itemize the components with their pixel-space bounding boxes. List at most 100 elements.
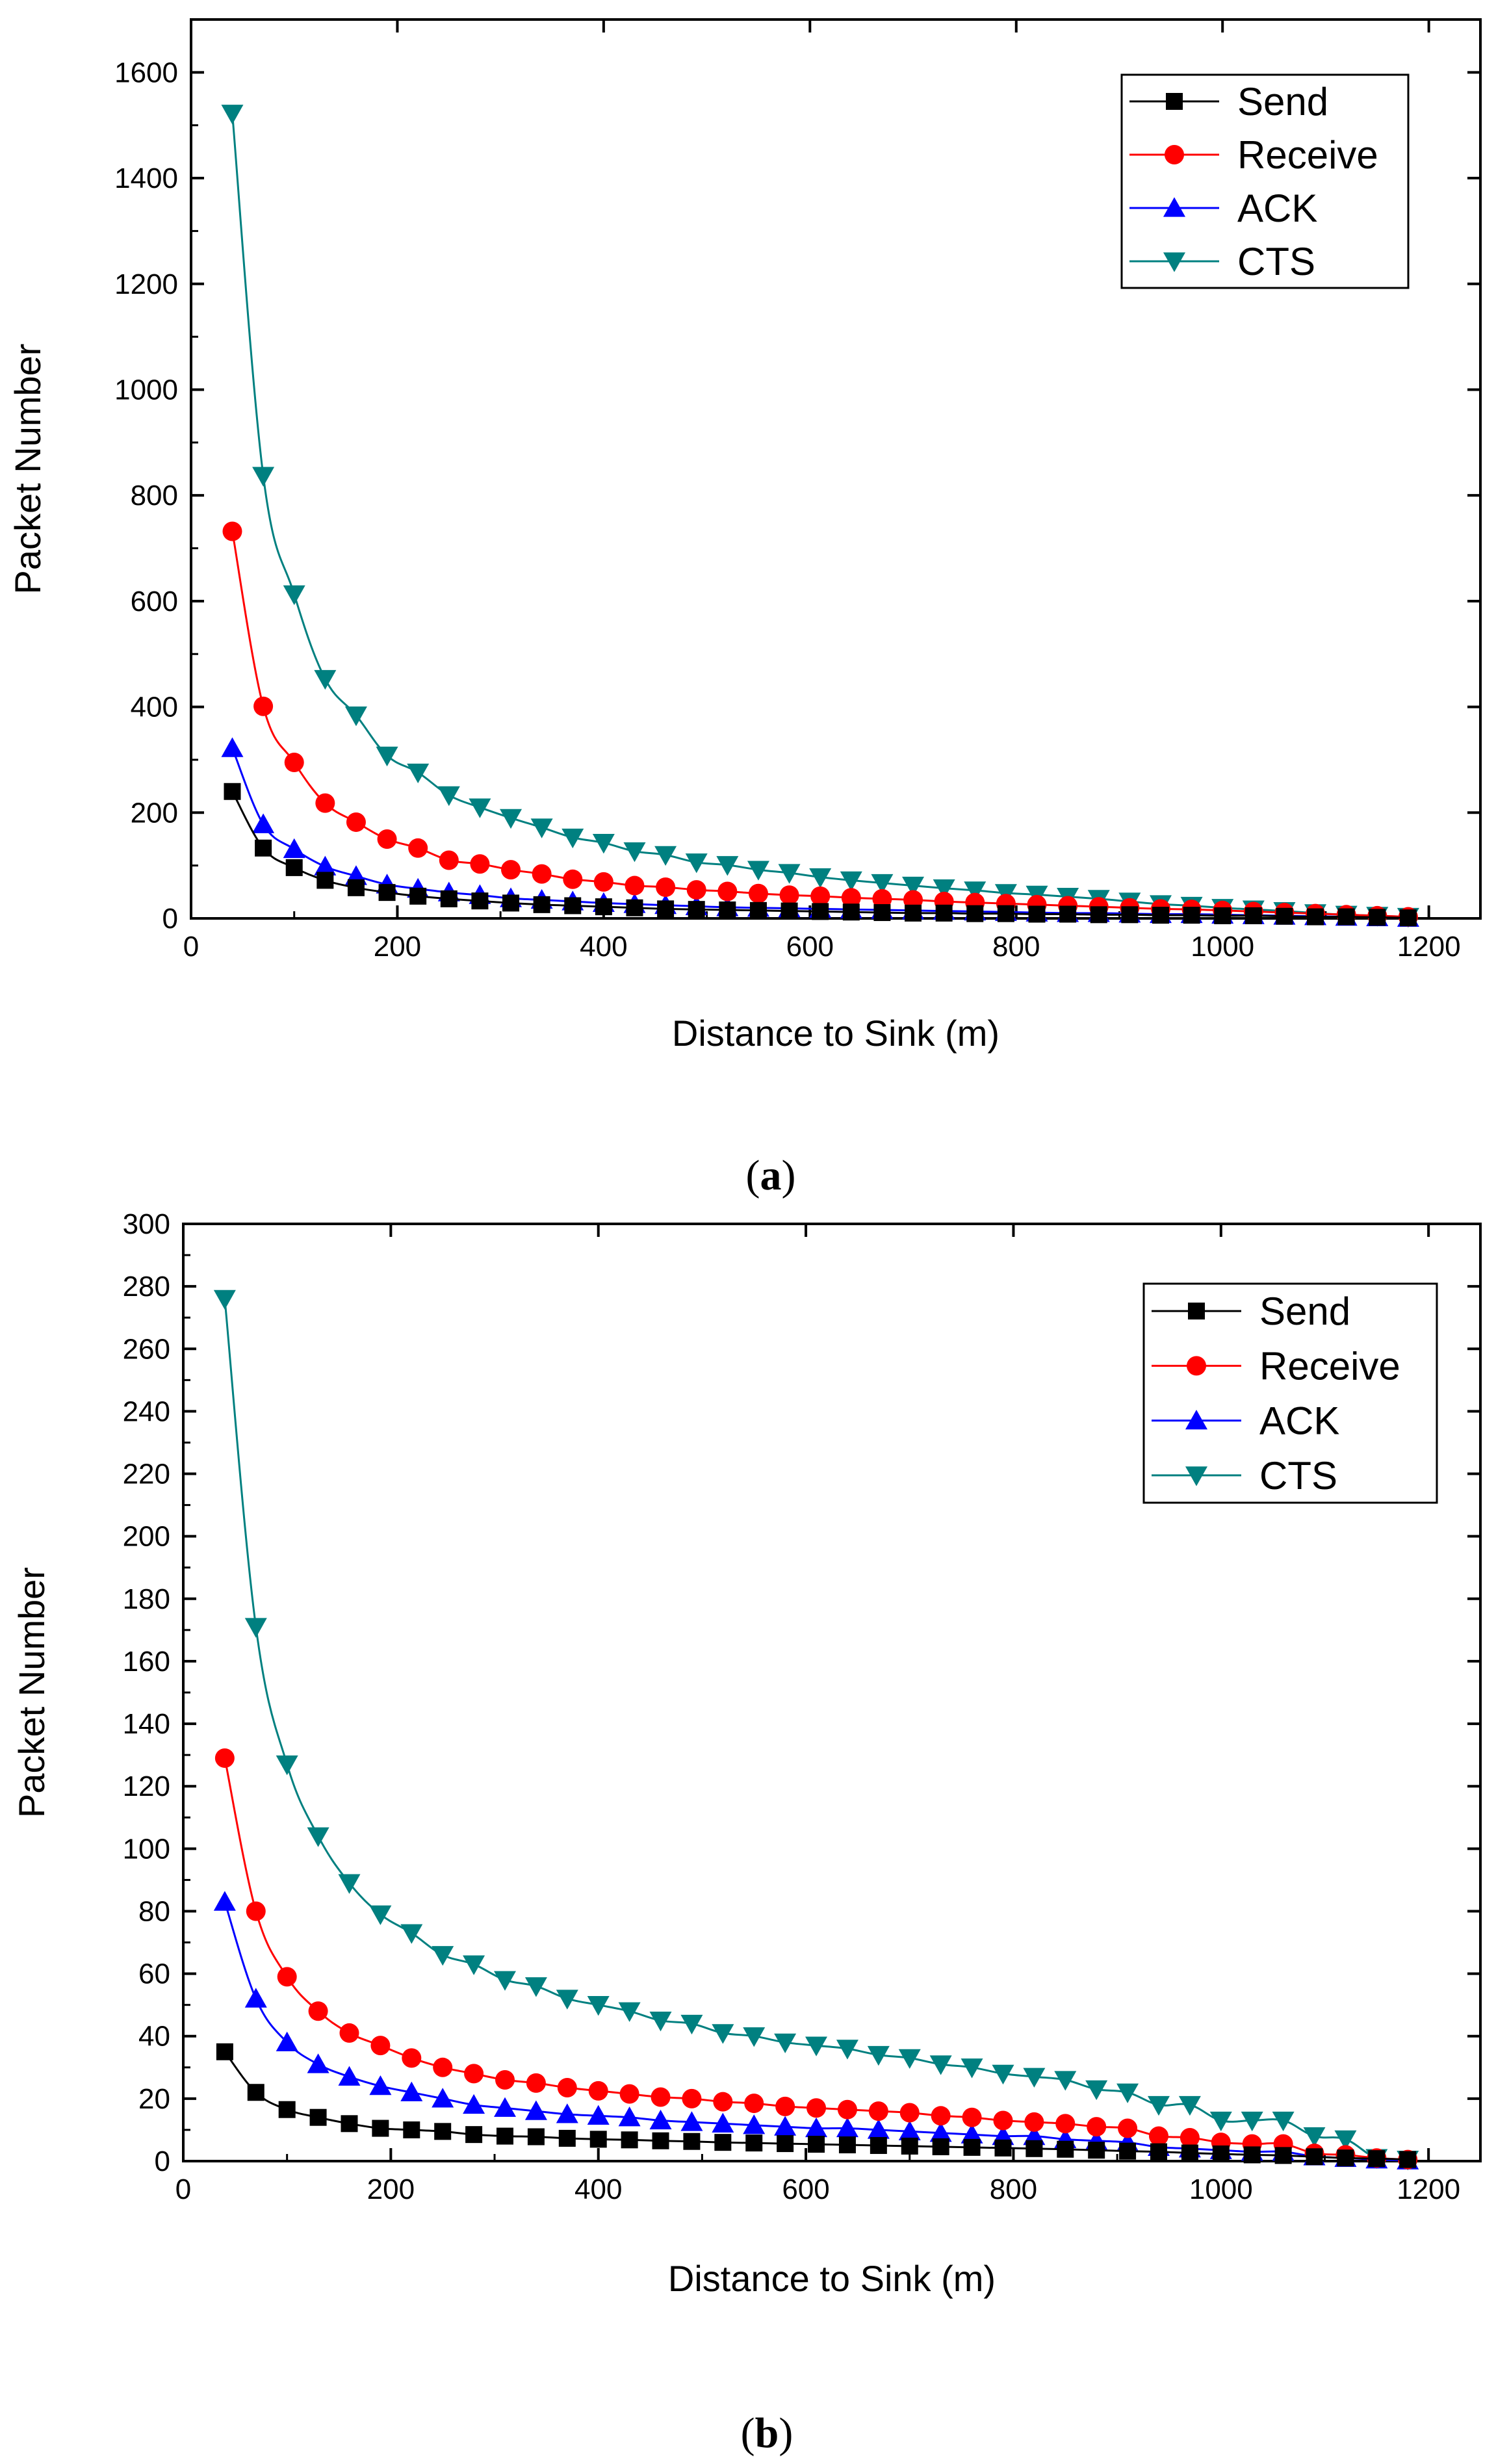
ack-point bbox=[867, 2119, 890, 2139]
send-point bbox=[780, 902, 798, 920]
plot-frame bbox=[190, 18, 1482, 920]
caption-open: ( bbox=[746, 1152, 760, 1199]
ack-point bbox=[680, 2111, 703, 2131]
send-point bbox=[1368, 2150, 1386, 2168]
caption-close: ) bbox=[779, 2409, 793, 2457]
send-point bbox=[533, 896, 550, 913]
receive-point bbox=[402, 2048, 422, 2068]
legend-label-receive: Receive bbox=[1259, 1344, 1400, 1388]
ack-point bbox=[961, 2123, 983, 2144]
y-tick-label: 200 bbox=[131, 797, 178, 829]
send-point bbox=[558, 2129, 576, 2147]
send-point bbox=[224, 783, 241, 800]
send-point bbox=[1337, 2149, 1354, 2167]
ack-point bbox=[283, 838, 305, 859]
send-point bbox=[777, 2135, 794, 2153]
cts-point bbox=[1054, 2071, 1077, 2091]
legend-box bbox=[1120, 73, 1410, 289]
send-point bbox=[652, 2132, 669, 2149]
x-axis-title: Distance to Sink (m) bbox=[672, 1013, 999, 1054]
cts-point bbox=[400, 1924, 423, 1944]
receive-point bbox=[806, 2098, 827, 2118]
receive-point bbox=[837, 2099, 857, 2120]
receive-point bbox=[308, 2001, 328, 2021]
send-point bbox=[808, 2136, 825, 2153]
ack-point bbox=[432, 2088, 454, 2108]
send-point bbox=[378, 884, 396, 901]
receive-point bbox=[246, 1901, 266, 1921]
cts-point bbox=[561, 828, 584, 849]
receive-point bbox=[464, 2064, 484, 2084]
send-point bbox=[1057, 2140, 1074, 2158]
cts-point bbox=[654, 846, 677, 866]
cts-point bbox=[556, 1990, 578, 2010]
x-tick-label: 400 bbox=[574, 2173, 622, 2205]
send-point bbox=[564, 897, 582, 914]
ack-point bbox=[307, 2053, 329, 2073]
send-point bbox=[434, 2123, 452, 2140]
receive-point bbox=[277, 1967, 297, 1987]
cts-point bbox=[592, 834, 615, 854]
cts-point bbox=[314, 669, 337, 690]
cts-point bbox=[437, 786, 460, 807]
receive-point bbox=[872, 888, 892, 909]
y-tick-label: 260 bbox=[123, 1333, 170, 1365]
receive-point bbox=[775, 2096, 795, 2116]
legend-marker-cts bbox=[1185, 1466, 1207, 1486]
send-point bbox=[1059, 905, 1077, 923]
cts-point bbox=[716, 856, 739, 876]
cts-point bbox=[1209, 2111, 1232, 2132]
cts-point bbox=[712, 2024, 734, 2044]
y-tick-label: 160 bbox=[123, 1646, 170, 1678]
ack-point bbox=[338, 2066, 361, 2086]
y-tick-label: 100 bbox=[123, 1833, 170, 1865]
receive-point bbox=[779, 885, 799, 905]
send-point bbox=[838, 2136, 856, 2154]
send-point bbox=[1399, 909, 1417, 927]
x-tick-label: 1000 bbox=[1189, 2173, 1253, 2205]
cts-point bbox=[961, 2058, 983, 2079]
receive-point bbox=[526, 2073, 546, 2093]
cts-point bbox=[494, 1971, 517, 1991]
receive-point bbox=[656, 877, 676, 898]
x-tick-label: 1200 bbox=[1397, 931, 1461, 963]
receive-point bbox=[408, 838, 428, 858]
ack-point bbox=[836, 2117, 858, 2138]
send-point bbox=[1399, 2151, 1417, 2168]
send-point bbox=[1243, 2146, 1261, 2164]
y-tick-label: 220 bbox=[123, 1459, 170, 1490]
cts-point bbox=[680, 2014, 703, 2035]
send-point bbox=[745, 2134, 763, 2152]
x-tick-label: 1000 bbox=[1191, 931, 1254, 963]
ack-point bbox=[556, 2103, 578, 2123]
panel-caption: (b) bbox=[741, 2409, 793, 2457]
cts-point bbox=[307, 1827, 329, 1847]
cts-point bbox=[1147, 2095, 1170, 2116]
cts-point bbox=[649, 2012, 672, 2032]
send-point bbox=[497, 2127, 514, 2145]
cts-point bbox=[587, 1996, 610, 2016]
send-point bbox=[595, 898, 612, 916]
send-point bbox=[502, 894, 520, 912]
receive-point bbox=[1180, 2127, 1200, 2147]
cts-point bbox=[213, 1290, 236, 1310]
x-tick-label: 0 bbox=[183, 931, 199, 963]
x-tick-label: 600 bbox=[786, 931, 834, 963]
send-point bbox=[589, 2131, 607, 2148]
y-tick-label: 1200 bbox=[114, 268, 178, 300]
y-axis-title: Packet Number bbox=[11, 1567, 52, 1818]
cts-point bbox=[376, 746, 398, 767]
ack-point bbox=[276, 2031, 298, 2051]
receive-point bbox=[470, 854, 490, 874]
send-point bbox=[966, 905, 984, 922]
ack-point bbox=[400, 2081, 423, 2101]
receive-point bbox=[563, 869, 583, 889]
x-tick-label: 400 bbox=[580, 931, 627, 963]
y-tick-label: 1000 bbox=[114, 374, 178, 406]
send-point bbox=[997, 905, 1014, 922]
cts-point bbox=[369, 1905, 392, 1925]
receive-point bbox=[1024, 2112, 1044, 2132]
panel-a: 0 200 400 600 800 1000 1200 0 200 400 600 800 1000 12… bbox=[7, 18, 1482, 1199]
x-axis-title: Distance to Sink (m) bbox=[668, 2258, 996, 2299]
